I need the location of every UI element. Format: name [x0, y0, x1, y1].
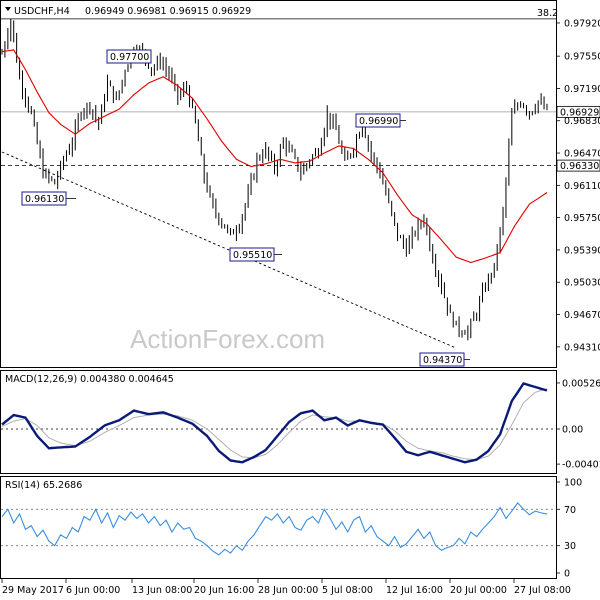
rsi-line: [1, 502, 548, 556]
price-tick-label: 0.95750: [564, 213, 600, 224]
rsi-title: RSI(14) 65.2686: [5, 480, 82, 491]
time-tick-label: 27 Jul 08:00: [514, 585, 571, 596]
price-tick-label: 0.97920: [564, 18, 600, 29]
rsi-tick-label: 100: [564, 478, 582, 489]
last-price-value: 0.96929: [560, 107, 599, 118]
watermark: ActionForex.com: [130, 324, 325, 354]
price-panel-frame: [0, 0, 557, 368]
support-price-tag: 0.96330: [556, 159, 600, 172]
macd-signal-line: [1, 388, 548, 461]
price-tick-label: 0.96830: [564, 116, 600, 127]
last-price-tag: 0.96929: [556, 105, 600, 118]
macd-panel-frame: [0, 370, 557, 474]
annotation-box: [355, 113, 401, 128]
annotation-box: [106, 49, 152, 64]
annotation-label: 0.94370: [423, 355, 462, 366]
annotation-box: [419, 352, 465, 367]
price-tick-label: 0.96110: [564, 181, 600, 192]
rsi-tick-label: 0: [564, 569, 570, 580]
annotation-box: [21, 191, 67, 206]
fib-38-label: 38.2: [537, 8, 558, 19]
time-tick-label: 6 Jun 00:00: [66, 585, 120, 596]
dropdown-triangle-icon[interactable]: [5, 7, 11, 11]
annotation-label: 0.96990: [359, 116, 398, 127]
rsi-axis: 100 70 30 0: [556, 478, 582, 580]
rsi-panel-frame: [0, 476, 557, 579]
rsi-tick-label: 30: [564, 541, 576, 552]
price-series-group: [1, 18, 548, 341]
rsi-series-group: [1, 502, 548, 556]
annotation-label: 0.95510: [233, 250, 272, 261]
macd-tick-label: -0.004011: [562, 460, 600, 471]
macd-tick-label: 0.00: [562, 425, 583, 436]
symbol-label: USDCHF,H4: [14, 6, 70, 17]
annotation-box: [229, 247, 275, 262]
trend-line: [1, 151, 457, 349]
price-tick-label: 0.94310: [564, 342, 600, 353]
time-axis: 29 May 2017 6 Jun 00:00 13 Jun 08:00 20 Jun…: [1, 579, 571, 596]
moving-average-line: [1, 49, 548, 264]
time-tick-label: 5 Jul 08:00: [322, 585, 373, 596]
support-price-value: 0.96330: [560, 161, 599, 172]
macd-series-group: [1, 382, 548, 464]
macd-title: MACD(12,26,9) 0.004380 0.004645: [5, 374, 174, 385]
price-tick-label: 0.96470: [564, 149, 600, 160]
price-tick-label: 0.95030: [564, 278, 600, 289]
price-axis: 0.97920 0.97550 0.97190 0.96830 0.96470 0.961…: [556, 18, 600, 353]
moving-average-group: [1, 49, 548, 264]
time-tick-label: 20 Jul 00:00: [450, 585, 507, 596]
price-tick-label: 0.94670: [564, 310, 600, 321]
macd-tick-label: 0.005266: [562, 378, 600, 389]
macd-axis: 0.005266 0.00 -0.004011: [556, 378, 600, 471]
annotation-group: 0.97700 0.96130 0.95510 0.96990 0.94370: [21, 49, 470, 367]
rsi-tick-label: 70: [564, 505, 576, 516]
time-tick-label: 28 Jun 00:00: [258, 585, 318, 596]
price-tick-label: 0.95390: [564, 245, 600, 256]
time-tick-label: 12 Jul 16:00: [386, 585, 443, 596]
price-tick-label: 0.97550: [564, 52, 600, 63]
annotation-label: 0.96130: [25, 194, 64, 205]
macd-line: [1, 382, 548, 464]
time-tick-label: 13 Jun 08:00: [132, 585, 192, 596]
time-tick-label: 29 May 2017: [2, 585, 64, 596]
time-tick-label: 20 Jun 16:00: [194, 585, 254, 596]
ohlc-readout: 0.96949 0.96981 0.96915 0.96929: [85, 6, 251, 17]
price-tick-label: 0.97190: [564, 84, 600, 95]
annotation-label: 0.97700: [110, 52, 149, 63]
